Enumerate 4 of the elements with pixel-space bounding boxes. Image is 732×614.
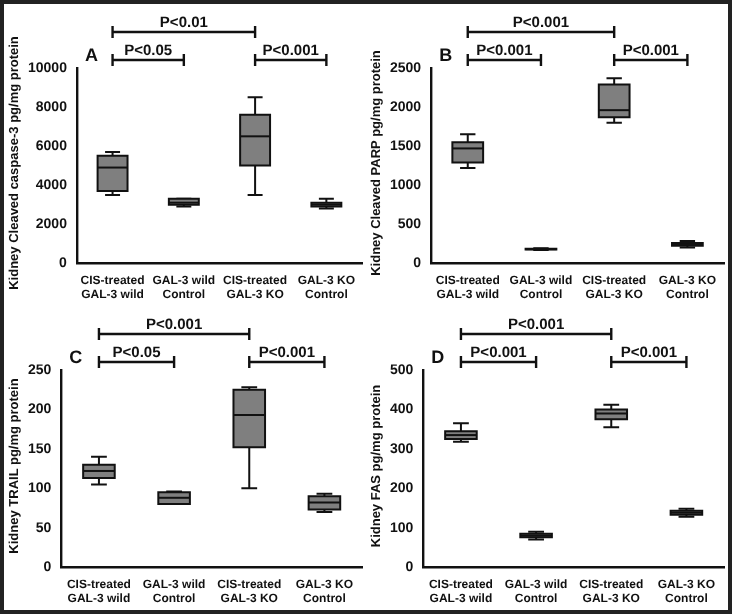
chart-title: D — [431, 346, 446, 367]
chart-title: B — [439, 44, 454, 65]
chart-title: C — [69, 346, 84, 367]
chart-title: A — [84, 44, 99, 65]
